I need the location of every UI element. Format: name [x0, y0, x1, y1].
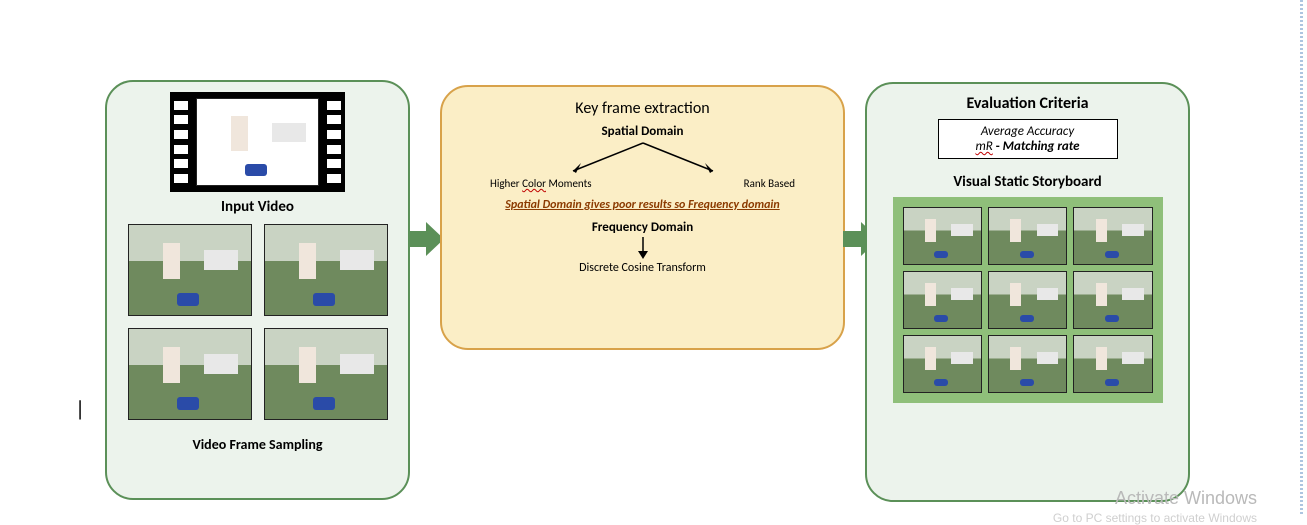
input-video-label: Input Video — [107, 198, 408, 216]
arrow-stage1-to-stage2 — [408, 222, 444, 256]
evaluation-title: Evaluation Criteria — [867, 94, 1188, 113]
spatial-domain-label: Spatial Domain — [460, 124, 825, 139]
sample-frame — [128, 328, 252, 420]
page-edge — [1300, 0, 1303, 515]
windows-watermark-sub: Go to PC settings to activate Windows — [1053, 511, 1257, 525]
branch-left-label: Higher Color Moments — [490, 177, 592, 190]
mr-label: mR — [975, 139, 992, 154]
frequency-domain-label: Frequency Domain — [460, 220, 825, 235]
down-arrow-icon — [636, 237, 650, 259]
stage-input-video: Input Video Video Frame Sampling — [105, 80, 410, 500]
storyboard-grid — [893, 197, 1163, 403]
branch-labels: Higher Color Moments Rank Based — [460, 177, 825, 190]
frame-sampling-grid — [128, 224, 388, 420]
storyboard-label: Visual Static Storyboard — [867, 173, 1188, 191]
frame-sampling-label: Video Frame Sampling — [107, 436, 408, 453]
dct-label: Discrete Cosine Transform — [460, 261, 825, 275]
filmstrip-frame — [196, 98, 319, 186]
keyframe-title: Key frame extraction — [460, 99, 825, 118]
stage-evaluation: Evaluation Criteria Average Accuracy mR … — [865, 82, 1190, 502]
storyboard-frame — [903, 271, 982, 329]
storyboard-frame — [988, 335, 1067, 393]
spatial-note: Spatial Domain gives poor results so Fre… — [460, 198, 825, 212]
windows-watermark: Activate Windows — [1115, 488, 1257, 509]
evaluation-criteria-box: Average Accuracy mR - Matching rate — [938, 119, 1118, 159]
sample-frame — [264, 328, 388, 420]
storyboard-frame — [988, 271, 1067, 329]
text-cursor-icon: | — [75, 395, 85, 422]
sample-frame — [264, 224, 388, 316]
matching-rate-label: Matching rate — [1003, 139, 1080, 154]
filmstrip-icon — [170, 92, 345, 192]
sample-frame — [128, 224, 252, 316]
stage-key-frame-extraction: Key frame extraction Spatial Domain High… — [440, 85, 845, 350]
avg-accuracy-label: Average Accuracy — [945, 124, 1111, 139]
storyboard-frame — [1073, 271, 1152, 329]
storyboard-frame — [1073, 207, 1152, 265]
storyboard-frame — [903, 207, 982, 265]
matching-rate-line: mR - Matching rate — [945, 139, 1111, 154]
branch-split-icon — [460, 141, 825, 177]
color-wavy: Color — [522, 177, 546, 190]
storyboard-frame — [1073, 335, 1152, 393]
storyboard-frame — [903, 335, 982, 393]
storyboard-frame — [988, 207, 1067, 265]
branch-right-label: Rank Based — [744, 177, 795, 190]
